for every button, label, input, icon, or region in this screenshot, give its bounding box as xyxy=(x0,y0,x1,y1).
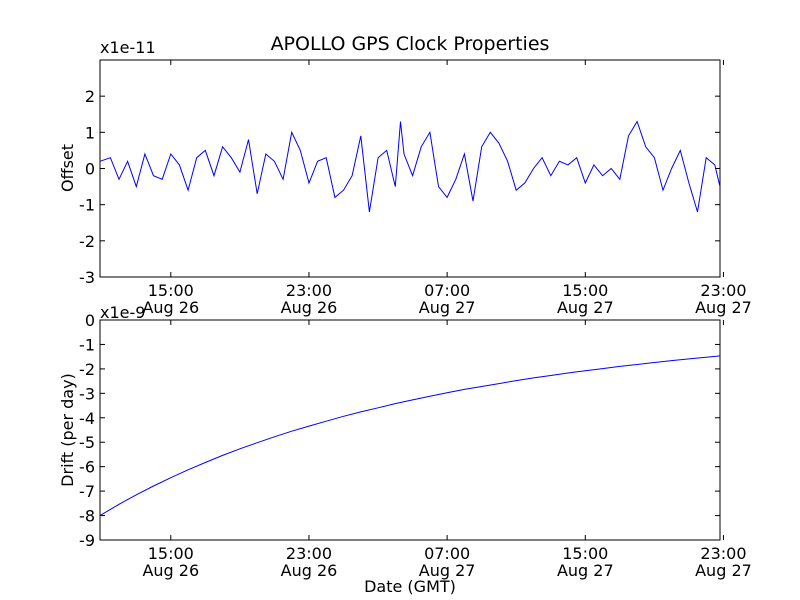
x-tick-time-label: 23:00 xyxy=(286,281,332,300)
y-tick-label: -2 xyxy=(79,232,95,251)
x-tick-date-label: Aug 27 xyxy=(419,298,476,317)
y-tick-label: -9 xyxy=(79,531,95,550)
drift-scale-label: x1e-9 xyxy=(100,303,145,322)
drift-series-line xyxy=(99,355,721,517)
y-tick-label: -5 xyxy=(79,433,95,452)
x-tick-time-label: 07:00 xyxy=(424,281,470,300)
offset-scale-label: x1e-11 xyxy=(100,38,156,57)
x-tick-date-label: Aug 26 xyxy=(142,298,199,317)
y-tick-label: -4 xyxy=(79,409,95,428)
y-tick-label: -6 xyxy=(79,458,95,477)
x-tick-date-label: Aug 27 xyxy=(695,298,752,317)
x-tick-date-label: Aug 27 xyxy=(557,561,614,580)
x-tick-date-label: Aug 26 xyxy=(142,561,199,580)
drift-y-axis-label: Drift (per day) xyxy=(58,373,77,487)
y-tick-label: -2 xyxy=(79,360,95,379)
offset-series-line xyxy=(99,120,721,213)
x-tick-time-label: 23:00 xyxy=(700,544,746,563)
x-tick-time-label: 07:00 xyxy=(424,544,470,563)
x-tick-date-label: Aug 27 xyxy=(557,298,614,317)
x-tick-date-label: Aug 27 xyxy=(419,561,476,580)
drift-x-axis-label: Date (GMT) xyxy=(364,577,456,596)
chart-title: APOLLO GPS Clock Properties xyxy=(271,33,550,55)
y-tick-label: 2 xyxy=(85,87,95,106)
x-tick-time-label: 23:00 xyxy=(700,281,746,300)
x-tick-date-label: Aug 27 xyxy=(695,561,752,580)
y-tick-label: -3 xyxy=(79,268,95,287)
x-tick-time-label: 15:00 xyxy=(148,544,194,563)
x-tick-time-label: 23:00 xyxy=(286,544,332,563)
y-tick-label: -1 xyxy=(79,335,95,354)
y-tick-label: -7 xyxy=(79,482,95,501)
x-tick-time-label: 15:00 xyxy=(562,281,608,300)
x-tick-time-label: 15:00 xyxy=(148,281,194,300)
y-tick-label: 0 xyxy=(85,311,95,330)
drift-plot-frame xyxy=(99,319,721,541)
y-tick-label: 1 xyxy=(85,123,95,142)
x-tick-date-label: Aug 26 xyxy=(281,298,338,317)
y-tick-label: -3 xyxy=(79,384,95,403)
y-tick-label: -1 xyxy=(79,196,95,215)
x-tick-date-label: Aug 26 xyxy=(281,561,338,580)
y-tick-label: -8 xyxy=(79,507,95,526)
offset-y-axis-label: Offset xyxy=(58,144,77,192)
x-tick-time-label: 15:00 xyxy=(562,544,608,563)
y-tick-label: 0 xyxy=(85,160,95,179)
